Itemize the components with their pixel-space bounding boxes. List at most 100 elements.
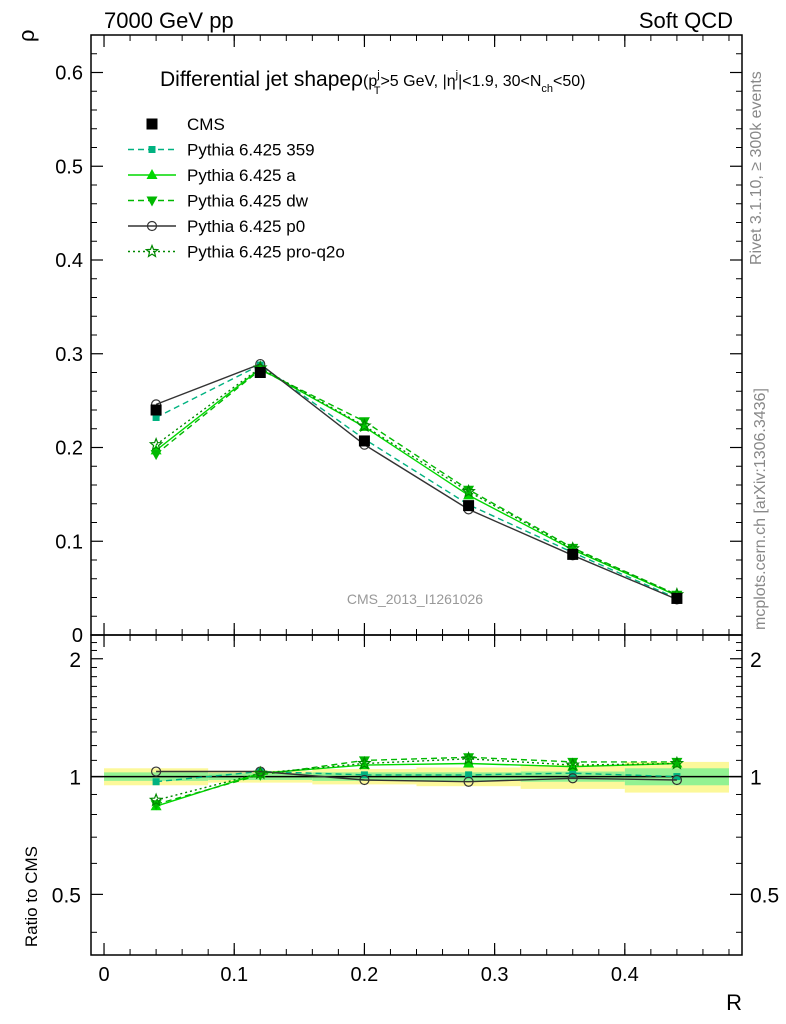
legend-entry: Pythia 6.425 a — [128, 166, 296, 185]
ratio-line — [155, 756, 677, 805]
title-p-rest: >5 GeV, | — [380, 73, 446, 90]
ratio-point — [360, 771, 368, 779]
title-eta: η — [447, 73, 456, 90]
series-pythia-6-425-a — [150, 362, 683, 600]
legend-label: Pythia 6.425 a — [187, 166, 296, 185]
ratio-plot-frame — [90, 634, 743, 956]
ratio-ytick-label: 0.5 — [52, 884, 81, 907]
main-ytick-label: 0.3 — [55, 344, 83, 366]
xlabel: R — [726, 990, 742, 1015]
chart-title: Differential jet shapeρ(pj T>5 GeV, |ηj|<… — [160, 68, 586, 97]
ratio-ytick-label-right: 0.5 — [750, 884, 779, 907]
title-n-sub: ch — [541, 83, 553, 95]
series-line — [155, 364, 678, 600]
legend-entry: Pythia 6.425 pro-q2o — [128, 243, 345, 262]
main-ylabel: ρ — [14, 29, 39, 42]
ratio-point — [151, 766, 162, 777]
header-right: Soft QCD — [639, 8, 733, 33]
title-eta-rest: |<1.9, 30<N — [458, 73, 541, 90]
data-point — [671, 592, 683, 604]
ratio-point — [671, 774, 683, 786]
ratio-ylabel: Ratio to CMS — [22, 846, 41, 947]
data-point — [148, 437, 164, 451]
ratio-point — [673, 773, 681, 781]
legend-marker — [148, 146, 156, 153]
ratio-point — [152, 778, 160, 786]
ratio-ytick-label: 2 — [69, 649, 81, 672]
main-ytick-label: 0.6 — [55, 63, 83, 85]
ratio-ytick-label: 1 — [69, 767, 81, 790]
legend-entry: Pythia 6.425 p0 — [128, 217, 305, 236]
data-point — [463, 500, 475, 512]
series-line — [155, 368, 678, 596]
ratio-point — [567, 757, 579, 768]
data-point — [358, 417, 370, 428]
main-ytick-label: 0 — [72, 625, 83, 647]
series-line — [155, 367, 678, 597]
ratio-series — [148, 751, 685, 811]
series-line — [155, 363, 678, 601]
ratio-point — [253, 765, 268, 780]
data-point — [150, 404, 162, 416]
ratio-point — [358, 756, 370, 767]
legend-entry: CMS — [146, 115, 225, 134]
main-ytick-label: 0.2 — [55, 438, 83, 460]
data-point — [463, 485, 475, 496]
main-axis-ticks: 0 0.1 0.2 0.3 0.4 0.5 0.6 — [55, 35, 742, 647]
title-p-sup: j — [376, 69, 379, 81]
ratio-point — [357, 755, 372, 770]
legend-label: CMS — [187, 115, 225, 134]
legend-marker — [146, 169, 158, 179]
ratio-point — [669, 755, 685, 770]
main-ytick-label: 0.1 — [55, 531, 83, 553]
data-point — [150, 450, 162, 461]
main-ytick-label: 0.4 — [55, 250, 83, 272]
main-ytick-label: 0.5 — [55, 156, 83, 178]
ratio-ytick-label-right: 2 — [750, 649, 762, 672]
data-point — [461, 483, 476, 498]
ratio-axis-ticks: 0.5 0.5 1 1 2 2 0 0.1 0.2 0.3 0.4 — [52, 635, 779, 986]
legend-label: Pythia 6.425 pro-q2o — [187, 243, 345, 262]
title-p-sub: T — [374, 85, 381, 97]
legend-marker — [146, 118, 158, 130]
header-left: 7000 GeV pp — [104, 8, 234, 33]
legend-label: Pythia 6.425 dw — [187, 192, 309, 211]
title-eta-sup: j — [455, 69, 458, 81]
ratio-point — [359, 774, 370, 786]
title-open: ( — [363, 73, 369, 90]
legend-entry: Pythia 6.425 dw — [128, 192, 309, 211]
title-end: <50) — [553, 73, 585, 90]
legend-label: Pythia 6.425 359 — [187, 141, 315, 160]
ratio-point — [461, 751, 476, 766]
series-cms — [150, 367, 683, 604]
legend-marker — [146, 196, 158, 207]
data-point — [357, 418, 372, 433]
legend-marker — [146, 220, 158, 232]
ratio-line — [155, 762, 677, 807]
xtick-label: 0 — [98, 964, 109, 986]
xtick-label: 0.3 — [481, 964, 509, 986]
ratio-point — [463, 776, 474, 787]
legend-label: Pythia 6.425 p0 — [187, 217, 305, 236]
svg-text:Differential jet shapeρ(pjT>5: Differential jet shapeρ(pj T>5 GeV, |ηj|<… — [160, 68, 586, 97]
xtick-label: 0.1 — [220, 964, 248, 986]
xtick-label: 0.4 — [611, 964, 639, 986]
rivet-label: Rivet 3.1.10, ≥ 300k events — [748, 71, 765, 265]
series-line — [155, 366, 678, 596]
ratio-ytick-label-right: 1 — [750, 767, 762, 790]
data-point — [254, 367, 266, 378]
mcplots-label: mcplots.cern.ch [arXiv:1306.3436] — [752, 388, 769, 630]
data-point — [358, 435, 370, 447]
ratio-point — [565, 757, 580, 772]
series-pythia-6-425-359 — [152, 361, 681, 602]
ratio-line — [156, 770, 677, 783]
ratio-line — [156, 770, 677, 783]
legend: CMS Pythia 6.425 359 Pythia 6.425 a Pythia … — [128, 115, 345, 262]
legend-entry: Pythia 6.425 359 — [128, 141, 315, 160]
analysis-watermark: CMS_2013_I1261026 — [347, 591, 483, 607]
legend-marker — [144, 243, 160, 258]
data-point — [152, 414, 160, 421]
main-series — [148, 358, 685, 605]
title-main: Differential jet shapeρ — [160, 68, 363, 91]
